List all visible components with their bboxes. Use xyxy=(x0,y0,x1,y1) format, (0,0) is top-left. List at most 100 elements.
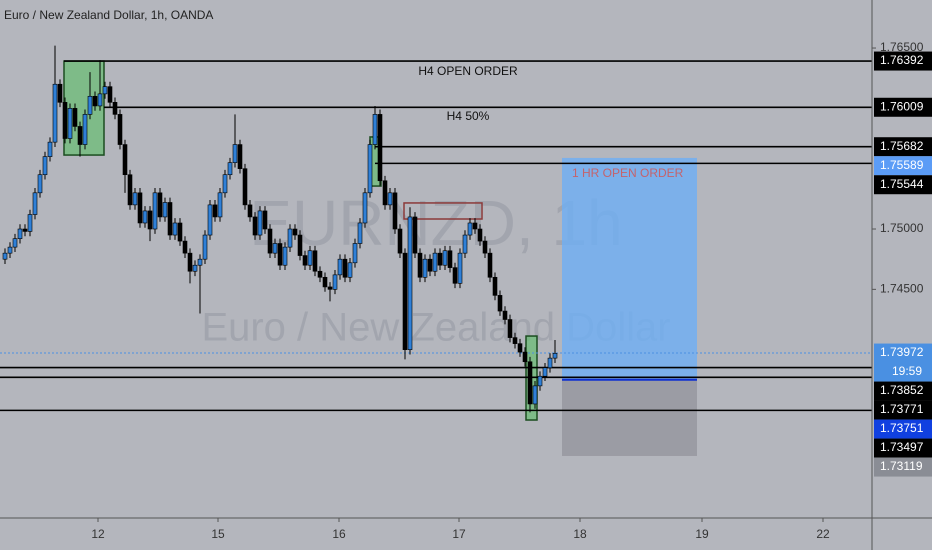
price-label: 1.73771 xyxy=(880,402,924,416)
candle-body xyxy=(397,228,403,254)
candle-body xyxy=(432,252,438,272)
candle-body xyxy=(12,238,18,248)
candle-body xyxy=(542,367,548,377)
candle-body xyxy=(547,357,553,369)
candle-body xyxy=(367,144,373,194)
candle-body xyxy=(167,202,173,236)
price-label: 1.76392 xyxy=(880,53,924,67)
candle-body xyxy=(22,228,28,232)
candle-body xyxy=(252,216,258,236)
price-label: 1.73497 xyxy=(880,440,924,454)
candle-body xyxy=(412,216,418,254)
candle-body xyxy=(422,258,428,278)
candle-body xyxy=(117,114,123,145)
price-label-bg xyxy=(874,97,932,117)
candle-body xyxy=(77,126,83,145)
candle-body xyxy=(292,228,298,236)
candle-body xyxy=(227,162,233,176)
candle-body xyxy=(7,246,13,254)
candle-body xyxy=(37,174,43,194)
price-label-bg xyxy=(874,438,932,458)
plot-area: 1 HR OPEN ORDER xyxy=(0,45,872,456)
candle-body xyxy=(197,258,203,266)
candle-body xyxy=(32,192,38,215)
price-label-bg xyxy=(874,156,932,176)
candle-body xyxy=(202,234,208,260)
candle-body xyxy=(192,264,198,272)
price-label-bg xyxy=(874,175,932,195)
y-tick-label: 1.76500 xyxy=(880,40,924,54)
candle-body xyxy=(312,250,318,272)
x-tick-label: 15 xyxy=(211,527,225,541)
candle-body xyxy=(472,222,478,230)
candle-body xyxy=(457,252,463,284)
loss-zone xyxy=(562,379,697,456)
candle-body xyxy=(322,276,328,288)
candle-body xyxy=(72,108,78,127)
candle-body xyxy=(207,204,213,236)
candle-body xyxy=(2,252,8,260)
candle-body xyxy=(102,86,108,95)
candle-body xyxy=(142,210,148,224)
candle-body xyxy=(487,252,493,278)
candle-body xyxy=(247,204,253,218)
candle-body xyxy=(187,252,193,272)
candle-body xyxy=(27,214,33,232)
candle-body xyxy=(242,168,248,206)
candle-body xyxy=(427,258,433,272)
candle-body xyxy=(467,222,473,236)
candle-body xyxy=(47,141,53,157)
candle-body xyxy=(97,93,103,107)
candle-body xyxy=(267,228,273,254)
candle-body xyxy=(222,174,228,194)
price-label-bg xyxy=(874,381,932,401)
candle-body xyxy=(177,222,183,242)
price-label-bg xyxy=(874,400,932,420)
price-label: 1.73751 xyxy=(880,421,924,435)
candle-body xyxy=(157,192,163,218)
x-tick-label: 18 xyxy=(573,527,587,541)
candle-body xyxy=(342,258,348,278)
candle-body xyxy=(237,144,243,169)
candle-body xyxy=(232,144,238,163)
y-tick-label: 1.74500 xyxy=(880,282,924,296)
price-label-bg xyxy=(874,343,932,382)
price-label: 1.76009 xyxy=(880,99,924,113)
candle-body xyxy=(377,114,383,182)
candle-body xyxy=(127,174,133,206)
candle-body xyxy=(352,243,358,264)
candle-body xyxy=(362,192,368,224)
candle-body xyxy=(297,234,303,256)
price-label: 1.75682 xyxy=(880,139,924,153)
candle-body xyxy=(182,240,188,254)
candle-body xyxy=(217,192,223,218)
profit-zone xyxy=(562,157,697,380)
price-label-bg xyxy=(874,419,932,439)
price-label: 1.73119 xyxy=(880,459,923,473)
candle-body xyxy=(482,240,488,254)
candle-body xyxy=(437,252,443,266)
candle-body xyxy=(517,343,523,353)
zone-box xyxy=(403,202,483,220)
x-tick-label: 22 xyxy=(816,527,830,541)
candle-body xyxy=(287,228,293,248)
candle-body xyxy=(392,192,398,230)
candle-body xyxy=(447,250,453,268)
price-label: 1.75544 xyxy=(880,177,924,191)
candle-body xyxy=(317,270,323,278)
candle-body xyxy=(532,385,538,405)
price-label-bg xyxy=(874,137,932,157)
candle-body xyxy=(452,267,458,284)
candle-body xyxy=(527,361,533,405)
candle-body xyxy=(172,222,178,236)
candle-body xyxy=(537,375,543,387)
candle-body xyxy=(357,222,363,244)
x-tick-label: 17 xyxy=(452,527,466,541)
price-label: 1.73972 xyxy=(880,345,924,359)
candle-body xyxy=(327,286,333,290)
candle-body xyxy=(87,95,93,115)
candle-body xyxy=(282,246,288,266)
candle-body xyxy=(82,114,88,145)
